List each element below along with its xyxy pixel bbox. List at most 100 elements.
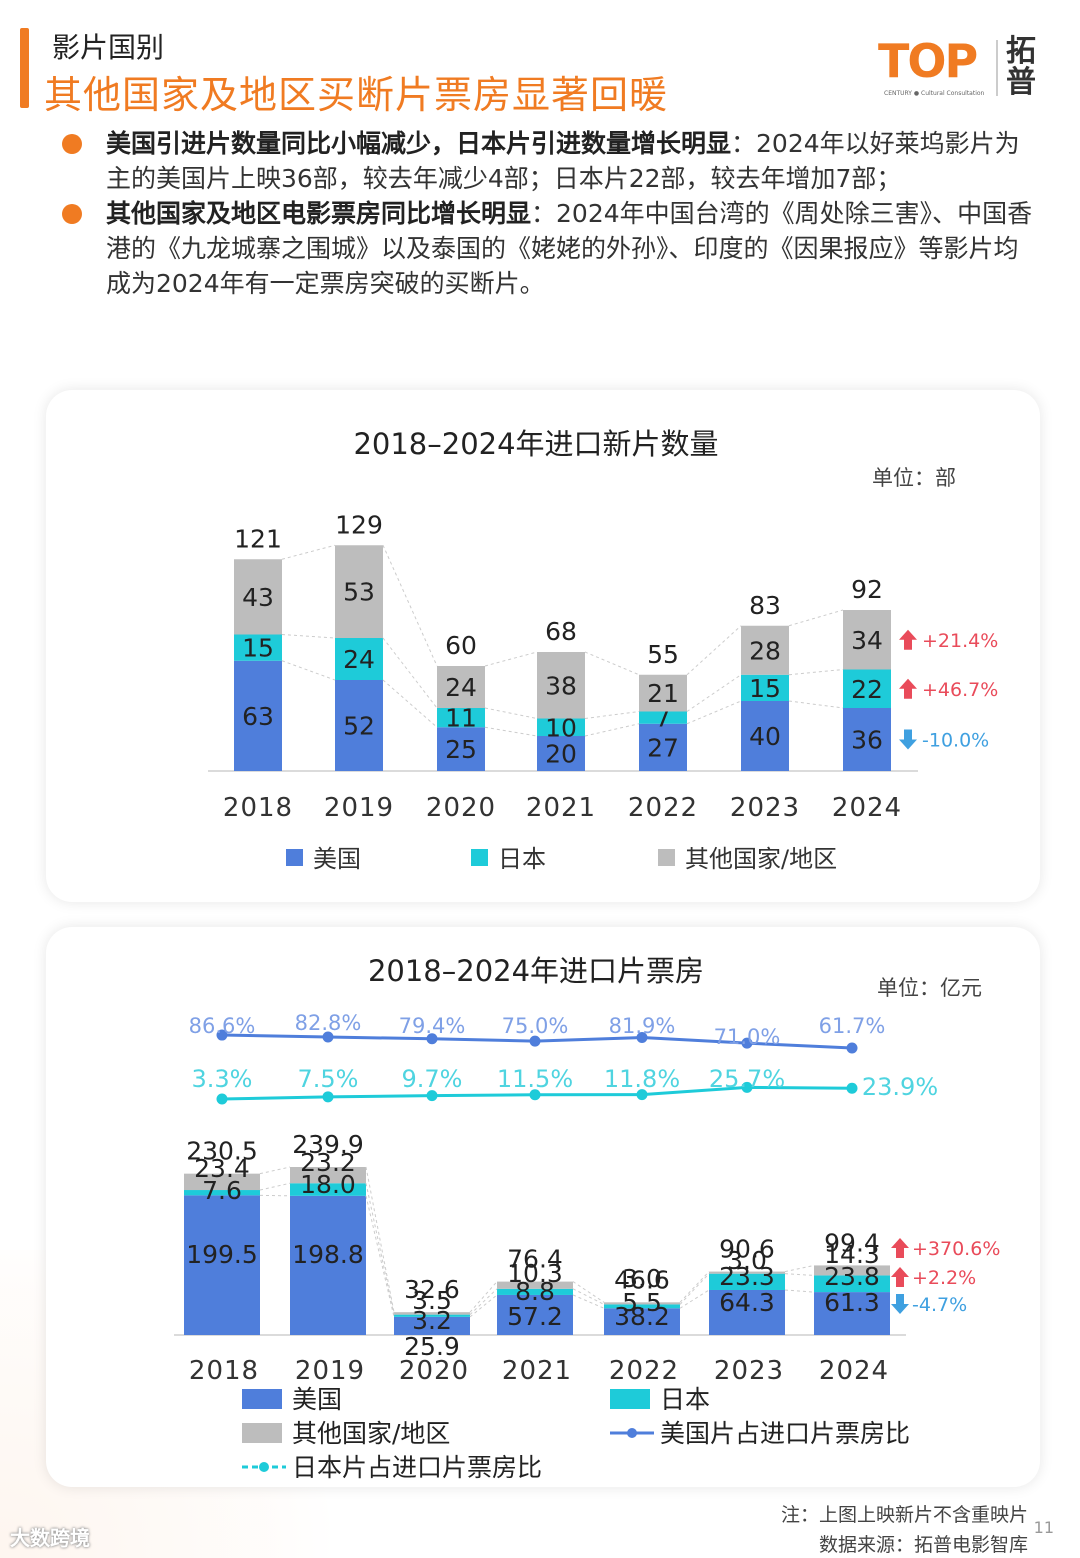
bullet-text: ：2024年以好莱坞影片为主的美国片上映36部，较去年减少4部；日本片22部，较… bbox=[106, 129, 1020, 193]
segment-label: 8.8 bbox=[515, 1277, 555, 1306]
line-point bbox=[426, 1090, 438, 1102]
segment-label: 3.0 bbox=[622, 1264, 662, 1293]
segment-label: 52 bbox=[343, 712, 375, 741]
bar-japan bbox=[709, 1273, 785, 1290]
bar-usa bbox=[709, 1289, 785, 1335]
bar-other bbox=[290, 1167, 366, 1184]
connector-line bbox=[572, 1294, 605, 1309]
connector-line bbox=[281, 660, 336, 681]
connector-line bbox=[365, 1166, 395, 1313]
bar-other bbox=[814, 1265, 890, 1276]
x-tick-label: 2020 bbox=[426, 793, 496, 823]
total-label: 60 bbox=[445, 631, 477, 660]
line-point bbox=[529, 1089, 541, 1101]
arrow-up-icon bbox=[899, 678, 917, 699]
bar-usa bbox=[234, 660, 282, 771]
bar-japan bbox=[537, 718, 585, 736]
section-label: 影片国别 bbox=[52, 31, 165, 64]
connector-line bbox=[679, 1271, 710, 1303]
connector-line bbox=[469, 1281, 498, 1313]
logo-wordmark: TOP bbox=[878, 34, 978, 88]
bar-other bbox=[639, 674, 687, 712]
segment-label: 53 bbox=[343, 578, 375, 607]
bar-japan bbox=[184, 1190, 260, 1196]
bar-usa bbox=[843, 708, 891, 771]
segment-label: 7.6 bbox=[202, 1176, 242, 1205]
connector-line bbox=[788, 700, 844, 709]
connector-line bbox=[584, 711, 640, 719]
segment-label: 3.0 bbox=[727, 1246, 767, 1275]
japan-share-label: 7.5% bbox=[298, 1065, 359, 1093]
segment-label: 61.3 bbox=[824, 1288, 880, 1317]
connector-line bbox=[259, 1166, 291, 1175]
segment-label: 23.2 bbox=[300, 1148, 356, 1177]
bar-usa bbox=[639, 723, 687, 771]
total-label: 32.6 bbox=[404, 1275, 460, 1304]
bar-japan bbox=[290, 1183, 366, 1196]
usa-share-label: 82.8% bbox=[295, 1011, 362, 1035]
logo-divider bbox=[996, 40, 998, 96]
line-point bbox=[426, 1033, 438, 1045]
x-tick-label: 2018 bbox=[189, 1356, 259, 1386]
connector-line bbox=[484, 651, 538, 667]
connector-line bbox=[686, 700, 742, 725]
connector-line bbox=[679, 1273, 710, 1305]
connector-line bbox=[469, 1294, 498, 1318]
connector-line bbox=[281, 634, 336, 639]
line-point bbox=[322, 1031, 334, 1043]
japan-share-label: 3.3% bbox=[192, 1065, 253, 1093]
bar-other bbox=[394, 1312, 470, 1315]
bar-other bbox=[184, 1173, 260, 1191]
connector-line bbox=[365, 1183, 395, 1315]
line-point bbox=[529, 1035, 541, 1047]
connector-line bbox=[484, 726, 538, 737]
line-point bbox=[216, 1029, 228, 1041]
connector-line bbox=[382, 679, 438, 728]
segment-label: 25.9 bbox=[404, 1332, 460, 1361]
bar-usa bbox=[497, 1294, 573, 1335]
change-label: +21.4% bbox=[922, 630, 998, 652]
bar-other bbox=[437, 666, 485, 708]
usa-share-label: 75.0% bbox=[502, 1014, 569, 1038]
bar-japan bbox=[437, 708, 485, 728]
data-source: 数据来源：拓普电影智库 bbox=[818, 1534, 1028, 1556]
japan-share-label: 11.5% bbox=[497, 1065, 573, 1093]
arrow-down-icon bbox=[899, 729, 917, 750]
japan-share-label: 25.7% bbox=[709, 1065, 785, 1093]
segment-label: 38.2 bbox=[614, 1302, 670, 1331]
segment-label: 34 bbox=[851, 626, 883, 655]
change-label: +370.6% bbox=[912, 1238, 1000, 1260]
connector-line bbox=[788, 669, 844, 676]
bar-other bbox=[604, 1302, 680, 1305]
bar-other bbox=[537, 652, 585, 719]
change-label: -10.0% bbox=[922, 730, 989, 752]
box-office-stacked-bar-chart: 2018–2024年进口片票房 单位：亿元 86.6% 82.8% 79.4% 75.0%… bbox=[174, 954, 1000, 1482]
legend-swatch bbox=[286, 849, 303, 866]
legend-swatch bbox=[658, 849, 675, 866]
chart-title: 2018–2024年进口片票房 bbox=[368, 954, 704, 988]
total-label: 46.6 bbox=[614, 1265, 670, 1294]
arrow-up-icon bbox=[891, 1267, 909, 1287]
chart-unit: 单位：亿元 bbox=[877, 976, 982, 1000]
bar-japan bbox=[234, 634, 282, 661]
line-point bbox=[846, 1042, 858, 1054]
bullet-heading: 其他国家及地区电影票房同比增长明显 bbox=[106, 199, 532, 228]
bullet-dot-icon bbox=[62, 204, 82, 224]
bullet-list: 美国引进片数量同比小幅减少，日本片引进数量增长明显：2024年以好莱坞影片为主的… bbox=[60, 126, 1035, 301]
segment-label: 25 bbox=[445, 735, 477, 764]
bar-usa bbox=[741, 701, 789, 771]
segment-label: 18.0 bbox=[300, 1170, 356, 1199]
segment-label: 14.3 bbox=[824, 1240, 880, 1269]
x-tick-label: 2023 bbox=[730, 793, 800, 823]
legend-label: 美国 bbox=[313, 845, 361, 873]
segment-label: 36 bbox=[851, 726, 883, 755]
bar-japan bbox=[639, 711, 687, 724]
legend-marker bbox=[259, 1462, 269, 1472]
line-point bbox=[741, 1037, 753, 1049]
segment-label: 43 bbox=[242, 583, 274, 612]
line-point bbox=[846, 1082, 858, 1094]
x-tick-label: 2019 bbox=[324, 793, 394, 823]
legend-label: 美国 bbox=[292, 1385, 342, 1414]
segment-label: 27 bbox=[647, 733, 679, 762]
total-label: 83 bbox=[749, 591, 781, 620]
